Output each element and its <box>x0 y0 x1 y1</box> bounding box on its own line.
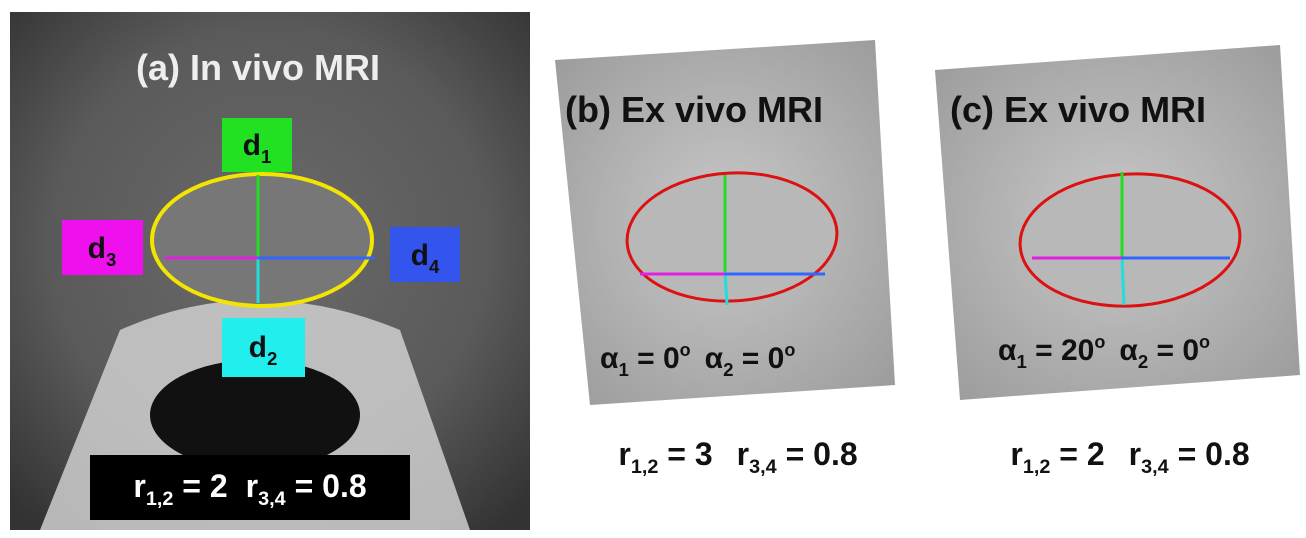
ratio-sub: 3,4 <box>258 488 286 510</box>
label-base: d <box>243 129 261 162</box>
ratio-value: = 3 <box>658 436 712 472</box>
d2-line <box>1122 258 1124 305</box>
ratio-base: r <box>618 436 630 472</box>
ratio-base: r <box>133 468 145 504</box>
figure: (a) In vivo MRI d1 d2 d3 d4 r1,2 = 2r3,4… <box>0 0 1306 538</box>
d2-line <box>725 272 727 305</box>
label-sub: 2 <box>267 348 277 369</box>
ratio-sub: 1,2 <box>631 456 659 478</box>
ratio-value: = 0.8 <box>286 468 367 504</box>
angle-base: α <box>600 342 619 375</box>
ratio-sub: 3,4 <box>749 456 777 478</box>
label-base: d <box>249 331 267 364</box>
label-base: d <box>411 239 429 272</box>
angle-sub: 2 <box>723 359 733 380</box>
label-sub: 3 <box>106 249 116 270</box>
ratio-sub: 3,4 <box>1141 456 1169 478</box>
ratio-base: r <box>246 468 258 504</box>
label-base: d <box>88 232 106 265</box>
angle-value: = 0 <box>629 342 680 375</box>
angle-base: α <box>998 334 1017 367</box>
ratio-base: r <box>1129 436 1141 472</box>
ratio-sub: 1,2 <box>1023 456 1051 478</box>
angle-value: = 20 <box>1027 334 1095 367</box>
angle-value: = 0 <box>733 342 784 375</box>
angle-sup: o <box>680 340 691 360</box>
label-sub: 4 <box>429 256 440 277</box>
angle-base: α <box>1119 334 1138 367</box>
ratio-base: r <box>737 436 749 472</box>
angle-sub: 1 <box>618 359 628 380</box>
ratio-value: = 0.8 <box>777 436 858 472</box>
page: {"panels": [ {"title": "(a) In vivo MRI"… <box>0 0 1306 538</box>
angle-value: = 0 <box>1148 334 1199 367</box>
ratio-base: r <box>1010 436 1022 472</box>
contour <box>152 174 372 306</box>
panel-title: (b) Ex vivo MRI <box>565 89 823 130</box>
angle-sup: o <box>784 340 795 360</box>
angle-sub: 2 <box>1138 351 1148 372</box>
ratio-sub: 1,2 <box>146 488 174 510</box>
panel-title: (a) In vivo MRI <box>136 47 380 88</box>
ratio-value: = 2 <box>1050 436 1104 472</box>
ratio-value: = 0.8 <box>1169 436 1250 472</box>
angle-sup: o <box>1199 332 1210 352</box>
angle-sub: 1 <box>1016 351 1026 372</box>
panel-title: (c) Ex vivo MRI <box>950 89 1206 130</box>
ratio-value: = 2 <box>173 468 227 504</box>
angle-sup: o <box>1094 332 1105 352</box>
angle-base: α <box>705 342 724 375</box>
label-sub: 1 <box>261 146 271 167</box>
